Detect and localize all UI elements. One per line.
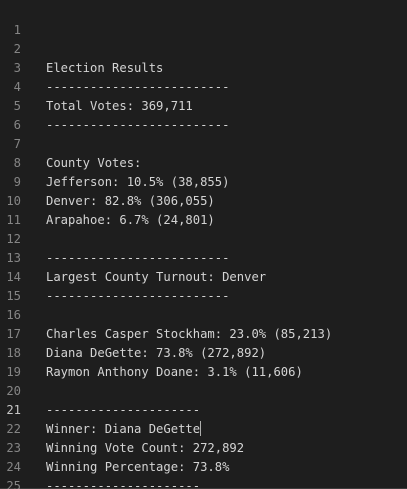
line-number: 20 (6, 384, 21, 398)
editor-line[interactable]: 17 Diana DeGette: 73.8% (272,892) (0, 306, 407, 360)
line-text: Election Results (46, 61, 164, 75)
line-number: 25 (6, 479, 21, 489)
editor-line[interactable]: 16 Charles Casper Stockham: 23.0% (85,21… (0, 287, 407, 341)
editor-line[interactable]: 18 Raymon Anthony Doane: 3.1% (11,606) (0, 325, 407, 379)
editor-line[interactable]: 9 Denver: 82.8% (306,055) (0, 154, 407, 208)
editor-line[interactable]: 24 --------------------- (0, 439, 407, 489)
editor-line[interactable]: 8 Jefferson: 10.5% (38,855) (0, 135, 407, 189)
line-text: ------------------------- (46, 251, 230, 265)
line-number: 8 (13, 156, 21, 170)
line-number: 14 (6, 270, 21, 284)
editor-line[interactable]: 25 (0, 458, 407, 489)
editor-line[interactable]: 6 (0, 97, 407, 132)
line-number: 9 (13, 175, 21, 189)
editor-line-active[interactable]: 21 Winner: Diana DeGette (0, 382, 407, 436)
line-text: Arapahoe: 6.7% (24,801) (46, 213, 215, 227)
line-number: 19 (6, 365, 21, 379)
editor-line[interactable]: 11 (0, 192, 407, 227)
line-number: 11 (6, 213, 21, 227)
line-text: Largest County Turnout: Denver (46, 270, 267, 284)
line-text: --------------------- (46, 479, 201, 489)
editor-line[interactable]: 12 ------------------------- (0, 211, 407, 265)
line-text: Winning Vote Count: 272,892 (46, 441, 245, 455)
line-number: 21 (6, 403, 21, 417)
line-number: 18 (6, 346, 21, 360)
editor-line[interactable]: 3 ------------------------- (0, 40, 407, 94)
line-number: 22 (6, 422, 21, 436)
editor-line[interactable]: 13 Largest County Turnout: Denver (0, 230, 407, 284)
text-cursor (200, 421, 202, 436)
editor-line[interactable]: 20 --------------------- (0, 363, 407, 417)
editor-line[interactable]: 1 (0, 2, 407, 37)
line-text: Winner: Diana DeGette (46, 422, 201, 436)
line-text: Diana DeGette: 73.8% (272,892) (46, 346, 267, 360)
line-text-with-cursor: Winner: Diana DeGette (46, 420, 202, 439)
line-number: 3 (13, 61, 21, 75)
line-number: 1 (13, 23, 21, 37)
line-text: Total Votes: 369,711 (46, 99, 193, 113)
line-text: ------------------------- (46, 289, 230, 303)
editor-line[interactable]: 5 ------------------------- (0, 78, 407, 132)
line-text: Raymon Anthony Doane: 3.1% (11,606) (46, 365, 303, 379)
line-number: 13 (6, 251, 21, 265)
editor-line[interactable]: 15 (0, 268, 407, 303)
line-number: 16 (6, 308, 21, 322)
line-number: 23 (6, 441, 21, 455)
line-number: 7 (13, 137, 21, 151)
line-number: 6 (13, 118, 21, 132)
line-text: ------------------------- (46, 118, 230, 132)
editor-line[interactable]: 22 Winning Vote Count: 272,892 (0, 401, 407, 455)
editor-line[interactable]: 23 Winning Percentage: 73.8% (0, 420, 407, 474)
editor-line[interactable]: 14 ------------------------- (0, 249, 407, 303)
editor-line[interactable]: 4 Total Votes: 369,711 (0, 59, 407, 113)
editor-line[interactable]: 7 County Votes: (0, 116, 407, 170)
line-number: 12 (6, 232, 21, 246)
line-number: 5 (13, 99, 21, 113)
line-text: Denver: 82.8% (306,055) (46, 194, 215, 208)
editor-line[interactable]: 2 Election Results (0, 21, 407, 75)
line-number: 15 (6, 289, 21, 303)
editor-line[interactable]: 19 (0, 344, 407, 379)
editor-line[interactable]: 10 Arapahoe: 6.7% (24,801) (0, 173, 407, 227)
line-text: County Votes: (46, 156, 142, 170)
line-text: ------------------------- (46, 80, 230, 94)
line-number: 10 (6, 194, 21, 208)
line-number: 17 (6, 327, 21, 341)
line-number: 4 (13, 80, 21, 94)
line-text: Jefferson: 10.5% (38,855) (46, 175, 230, 189)
line-text: --------------------- (46, 403, 201, 417)
line-text: Winning Percentage: 73.8% (46, 460, 230, 474)
line-number: 24 (6, 460, 21, 474)
line-number: 2 (13, 42, 21, 56)
line-text: Charles Casper Stockham: 23.0% (85,213) (46, 327, 333, 341)
